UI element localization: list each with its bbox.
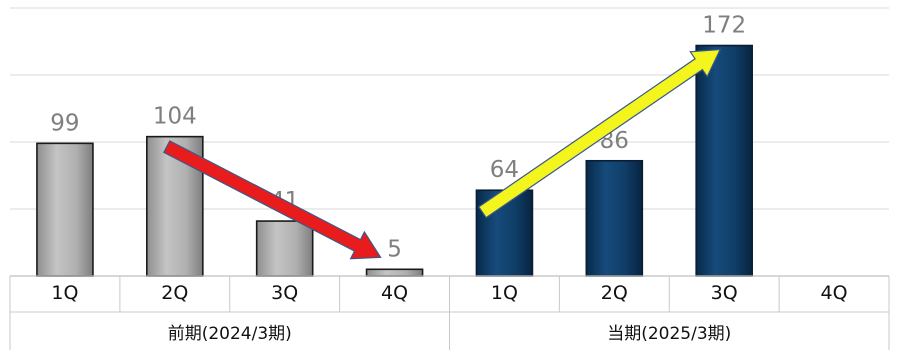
- trend-arrows: [162, 48, 722, 260]
- x-tick-label: 2Q: [161, 282, 188, 304]
- bar-previous-4Q: [365, 268, 424, 277]
- data-label: 64: [490, 157, 519, 183]
- x-tick-label: 4Q: [381, 282, 408, 304]
- data-labels: 991044156486172: [50, 13, 746, 263]
- category-axis-table: 1Q 2Q 3Q 4Q 1Q 2Q 3Q 4Q 前期(2024/3期) 当期(2025/3期): [9, 275, 890, 350]
- x-tick-label: 3Q: [711, 282, 738, 304]
- data-label: 99: [50, 110, 79, 136]
- bar-previous-3Q: [255, 220, 314, 277]
- decline-arrow: [162, 140, 382, 260]
- data-label: 5: [387, 236, 402, 262]
- bar-current-2Q: [585, 159, 644, 277]
- data-label: 104: [153, 104, 197, 130]
- group-label: 前期(2024/3期): [168, 324, 292, 344]
- growth-arrow: [477, 48, 722, 219]
- data-label: 172: [702, 13, 746, 39]
- x-tick-label: 2Q: [601, 282, 628, 304]
- x-tick-label: 1Q: [51, 282, 78, 304]
- x-tick-label: 4Q: [821, 282, 848, 304]
- group-label: 当期(2025/3期): [607, 324, 731, 344]
- x-tick-label: 1Q: [491, 282, 518, 304]
- bar-current-3Q: [695, 44, 753, 277]
- x-tick-label: 3Q: [271, 282, 298, 304]
- gridlines: [10, 7, 889, 210]
- bar-previous-1Q: [36, 142, 94, 277]
